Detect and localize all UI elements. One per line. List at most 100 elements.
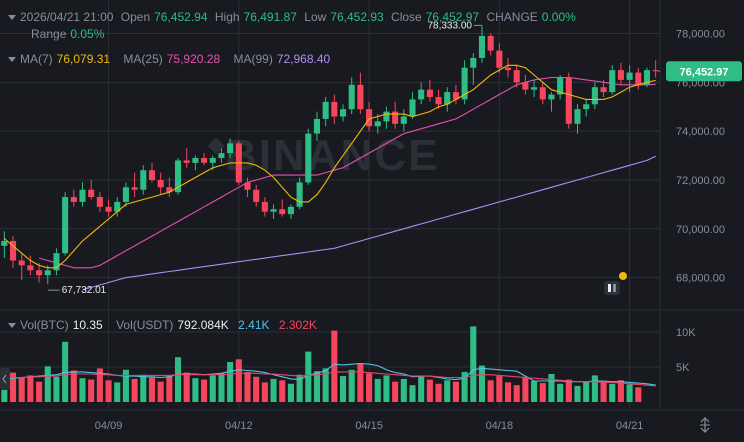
candle-body [600, 87, 607, 93]
volume-bar [452, 381, 459, 402]
ohlc-header: 2026/04/21 21:00 Open 76,452.94 High 76,49… [8, 10, 580, 24]
volume-bar [235, 359, 242, 402]
candle-body [643, 70, 651, 85]
volume-bar [53, 376, 60, 402]
candle-body [53, 253, 60, 271]
volume-bar [444, 380, 451, 402]
volume-bar [531, 381, 538, 402]
candle-body [591, 87, 598, 105]
candle-body [565, 77, 572, 124]
candle-body [261, 201, 268, 212]
change-value: 0.00% [541, 10, 576, 24]
collapse-chevron-icon[interactable] [8, 15, 16, 21]
volume-bar [218, 373, 225, 402]
candle-body [539, 87, 546, 100]
candle-body [513, 70, 520, 83]
volume-bar [557, 383, 564, 402]
volume-collapse-chevron-icon[interactable] [8, 323, 16, 329]
volume-bar [600, 381, 607, 402]
candle-body [192, 158, 199, 163]
candle-body [339, 109, 347, 117]
time-tick-label: 04/12 [225, 420, 253, 432]
ma99-label[interactable]: MA(99) [233, 52, 273, 66]
low-label: Low [304, 10, 327, 24]
volume-bars [1, 326, 642, 402]
volume-bar [487, 380, 494, 402]
volume-bar [192, 378, 199, 402]
candle-body [201, 158, 208, 163]
change-label: CHANGE [486, 10, 538, 24]
watermark: BINANCE [225, 131, 439, 180]
volume-bar [36, 381, 43, 402]
volume-bar [374, 378, 381, 402]
candle-body [174, 160, 182, 193]
candle-body [183, 160, 190, 163]
volume-bar [253, 376, 260, 402]
ma7-path [3, 64, 656, 269]
order-book-icon[interactable] [604, 281, 620, 295]
candle-body [36, 270, 43, 276]
candle-body [313, 118, 321, 134]
candle-body [148, 170, 156, 180]
volume-bar [131, 378, 138, 402]
ma25-value: 75,920.28 [166, 52, 221, 66]
ma99-value: 72,968.40 [276, 52, 331, 66]
ma7-label[interactable]: MA(7) [20, 52, 53, 66]
candle-body [331, 101, 338, 117]
candle-body [44, 270, 51, 276]
ma25-path [38, 76, 656, 269]
candle-body [166, 187, 173, 193]
volume-bar [331, 330, 338, 402]
candle-body [531, 87, 538, 90]
volume-bar [114, 382, 121, 402]
volume-bar [565, 379, 572, 402]
candle-body [96, 197, 103, 207]
volume-bar [392, 381, 399, 402]
candle-body [617, 70, 624, 80]
candle-body [296, 182, 303, 207]
ma-collapse-chevron-icon[interactable] [8, 57, 16, 63]
price-tick-label: 78,000.00 [676, 29, 725, 41]
expand-icon[interactable] [700, 417, 710, 433]
range-label: Range [31, 27, 67, 41]
close-label: Close [391, 10, 422, 24]
ma25-line [38, 76, 656, 269]
volume-bar [105, 380, 112, 402]
scroll-left-handle[interactable] [0, 368, 10, 390]
volume-bar [513, 385, 520, 402]
volume-bar [270, 378, 277, 402]
volume-bar [418, 375, 425, 402]
volume-bar [348, 369, 355, 402]
volume-bar [140, 374, 147, 402]
volume-bar [322, 368, 329, 402]
volume-bar [548, 374, 555, 402]
volume-bar [357, 363, 364, 402]
candle-body [287, 206, 294, 215]
volume-bar [166, 376, 173, 402]
candle-body [279, 209, 286, 215]
high-value: 76,491.87 [243, 10, 297, 24]
volume-tick-label: 10K [676, 327, 696, 339]
candle-body [357, 84, 364, 110]
volume-bar [470, 326, 477, 402]
time-tick-label: 04/21 [616, 420, 644, 432]
candle-body [227, 143, 234, 154]
volume-bar [148, 377, 156, 402]
volume-bar [383, 375, 390, 402]
candle-body [574, 109, 581, 124]
ma25-label[interactable]: MA(25) [123, 52, 163, 66]
candle-body [62, 197, 69, 254]
volume-bar [9, 372, 17, 402]
candle-body [426, 89, 433, 97]
volume-bar [70, 370, 77, 402]
high-marker-label: 78,333.00 [427, 20, 472, 31]
volume-bar [96, 368, 103, 402]
volume-legend: Vol(BTC) 10.35 Vol(USDT) 792.084K 2.41K 2.… [8, 318, 321, 332]
volume-bar [227, 362, 234, 402]
vol-btc-value: 10.35 [72, 318, 103, 332]
volume-bar [626, 384, 633, 402]
ma7-value: 76,079.31 [56, 52, 111, 66]
low-marker-label: 67,732.01 [62, 285, 107, 296]
candle-body [409, 99, 416, 117]
